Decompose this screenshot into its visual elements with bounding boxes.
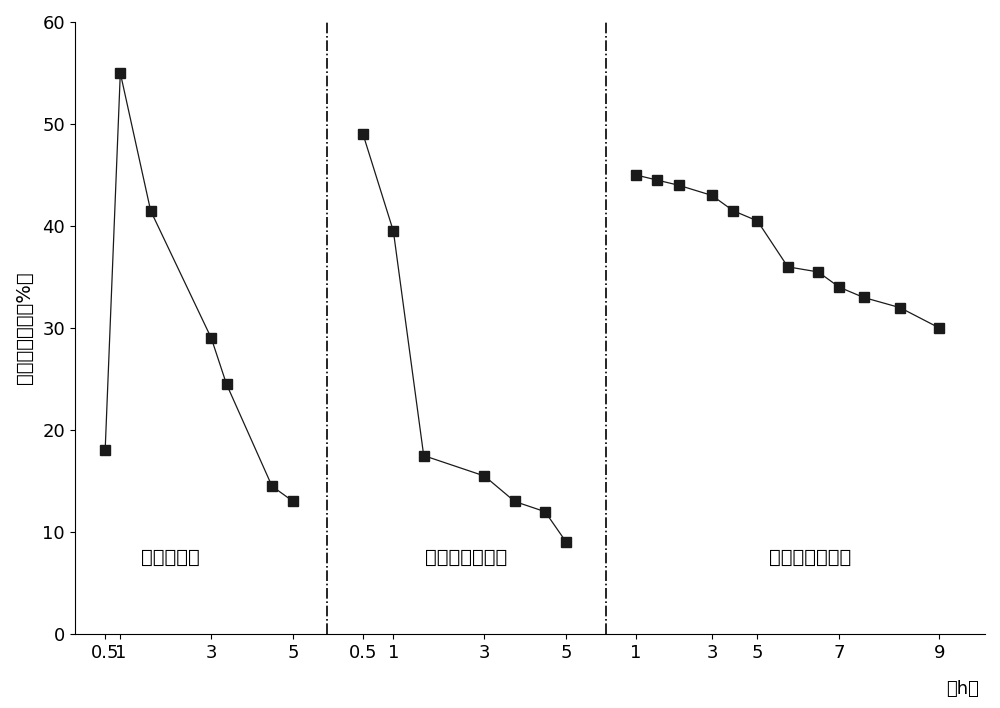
Text: 新鲜催化剂: 新鲜催化剂 bbox=[141, 548, 200, 567]
Y-axis label: 异戊二烯收率（%）: 异戊二烯收率（%） bbox=[15, 272, 34, 384]
Text: 二元复合催化剂: 二元复合催化剂 bbox=[425, 548, 507, 567]
Text: 三元复合催化剂: 三元复合催化剂 bbox=[769, 548, 852, 567]
Text: （h）: （h） bbox=[946, 680, 979, 698]
